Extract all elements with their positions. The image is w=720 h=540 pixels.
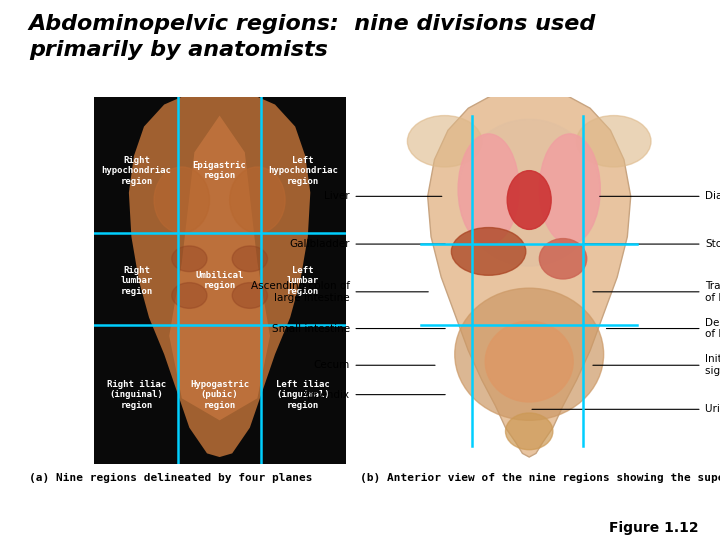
Ellipse shape [451,227,526,275]
Polygon shape [169,116,270,420]
Text: Left
hypochondriac
region: Left hypochondriac region [268,156,338,186]
Polygon shape [129,90,310,457]
Text: Cecum: Cecum [314,360,350,370]
Text: Initial part of
sigmoid colon: Initial part of sigmoid colon [705,354,720,376]
Text: Stomach: Stomach [705,239,720,249]
Text: Figure 1.12: Figure 1.12 [609,521,698,535]
Ellipse shape [485,321,573,402]
Ellipse shape [408,116,482,167]
Text: (b) Anterior view of the nine regions showing the superficial organs: (b) Anterior view of the nine regions sh… [360,472,720,483]
Ellipse shape [458,134,519,244]
Ellipse shape [230,167,285,233]
Ellipse shape [507,171,552,230]
Ellipse shape [232,282,267,308]
Text: Urinary bladder: Urinary bladder [705,404,720,414]
Ellipse shape [172,246,207,272]
Ellipse shape [458,119,600,266]
Text: Left iliac
(inguinal)
region: Left iliac (inguinal) region [276,380,330,409]
Text: Umbilical
region: Umbilical region [195,271,244,291]
Ellipse shape [539,134,600,244]
Ellipse shape [455,288,603,420]
Text: Appendix: Appendix [301,390,350,400]
Ellipse shape [505,413,553,450]
Text: Transverse colon
of large intestine: Transverse colon of large intestine [705,281,720,302]
Text: primarily by anatomists: primarily by anatomists [29,40,328,60]
Text: Hypogastric
(pubic)
region: Hypogastric (pubic) region [190,380,249,409]
Text: Right
hypochondriac
region: Right hypochondriac region [102,156,171,186]
Ellipse shape [172,282,207,308]
Text: Abdominopelvic regions:  nine divisions used: Abdominopelvic regions: nine divisions u… [29,14,596,33]
Text: Left
lumbar
region: Left lumbar region [287,266,319,296]
Text: Gallbladder: Gallbladder [289,239,350,249]
Text: Descending colon
of large intestine: Descending colon of large intestine [705,318,720,339]
Ellipse shape [577,116,651,167]
Text: Liver: Liver [324,191,350,201]
Text: Epigastric
region: Epigastric region [193,161,246,180]
Text: Right iliac
(inguinal)
region: Right iliac (inguinal) region [107,380,166,409]
Text: Small intestine: Small intestine [271,323,350,334]
Polygon shape [428,90,631,457]
Text: Ascending colon of
large intestine: Ascending colon of large intestine [251,281,350,302]
Text: (a) Nine regions delineated by four planes: (a) Nine regions delineated by four plan… [29,472,312,483]
Ellipse shape [539,239,587,279]
Ellipse shape [154,167,210,233]
Text: Diaphragm: Diaphragm [705,191,720,201]
Text: Right
lumbar
region: Right lumbar region [120,266,153,296]
Ellipse shape [232,246,267,272]
